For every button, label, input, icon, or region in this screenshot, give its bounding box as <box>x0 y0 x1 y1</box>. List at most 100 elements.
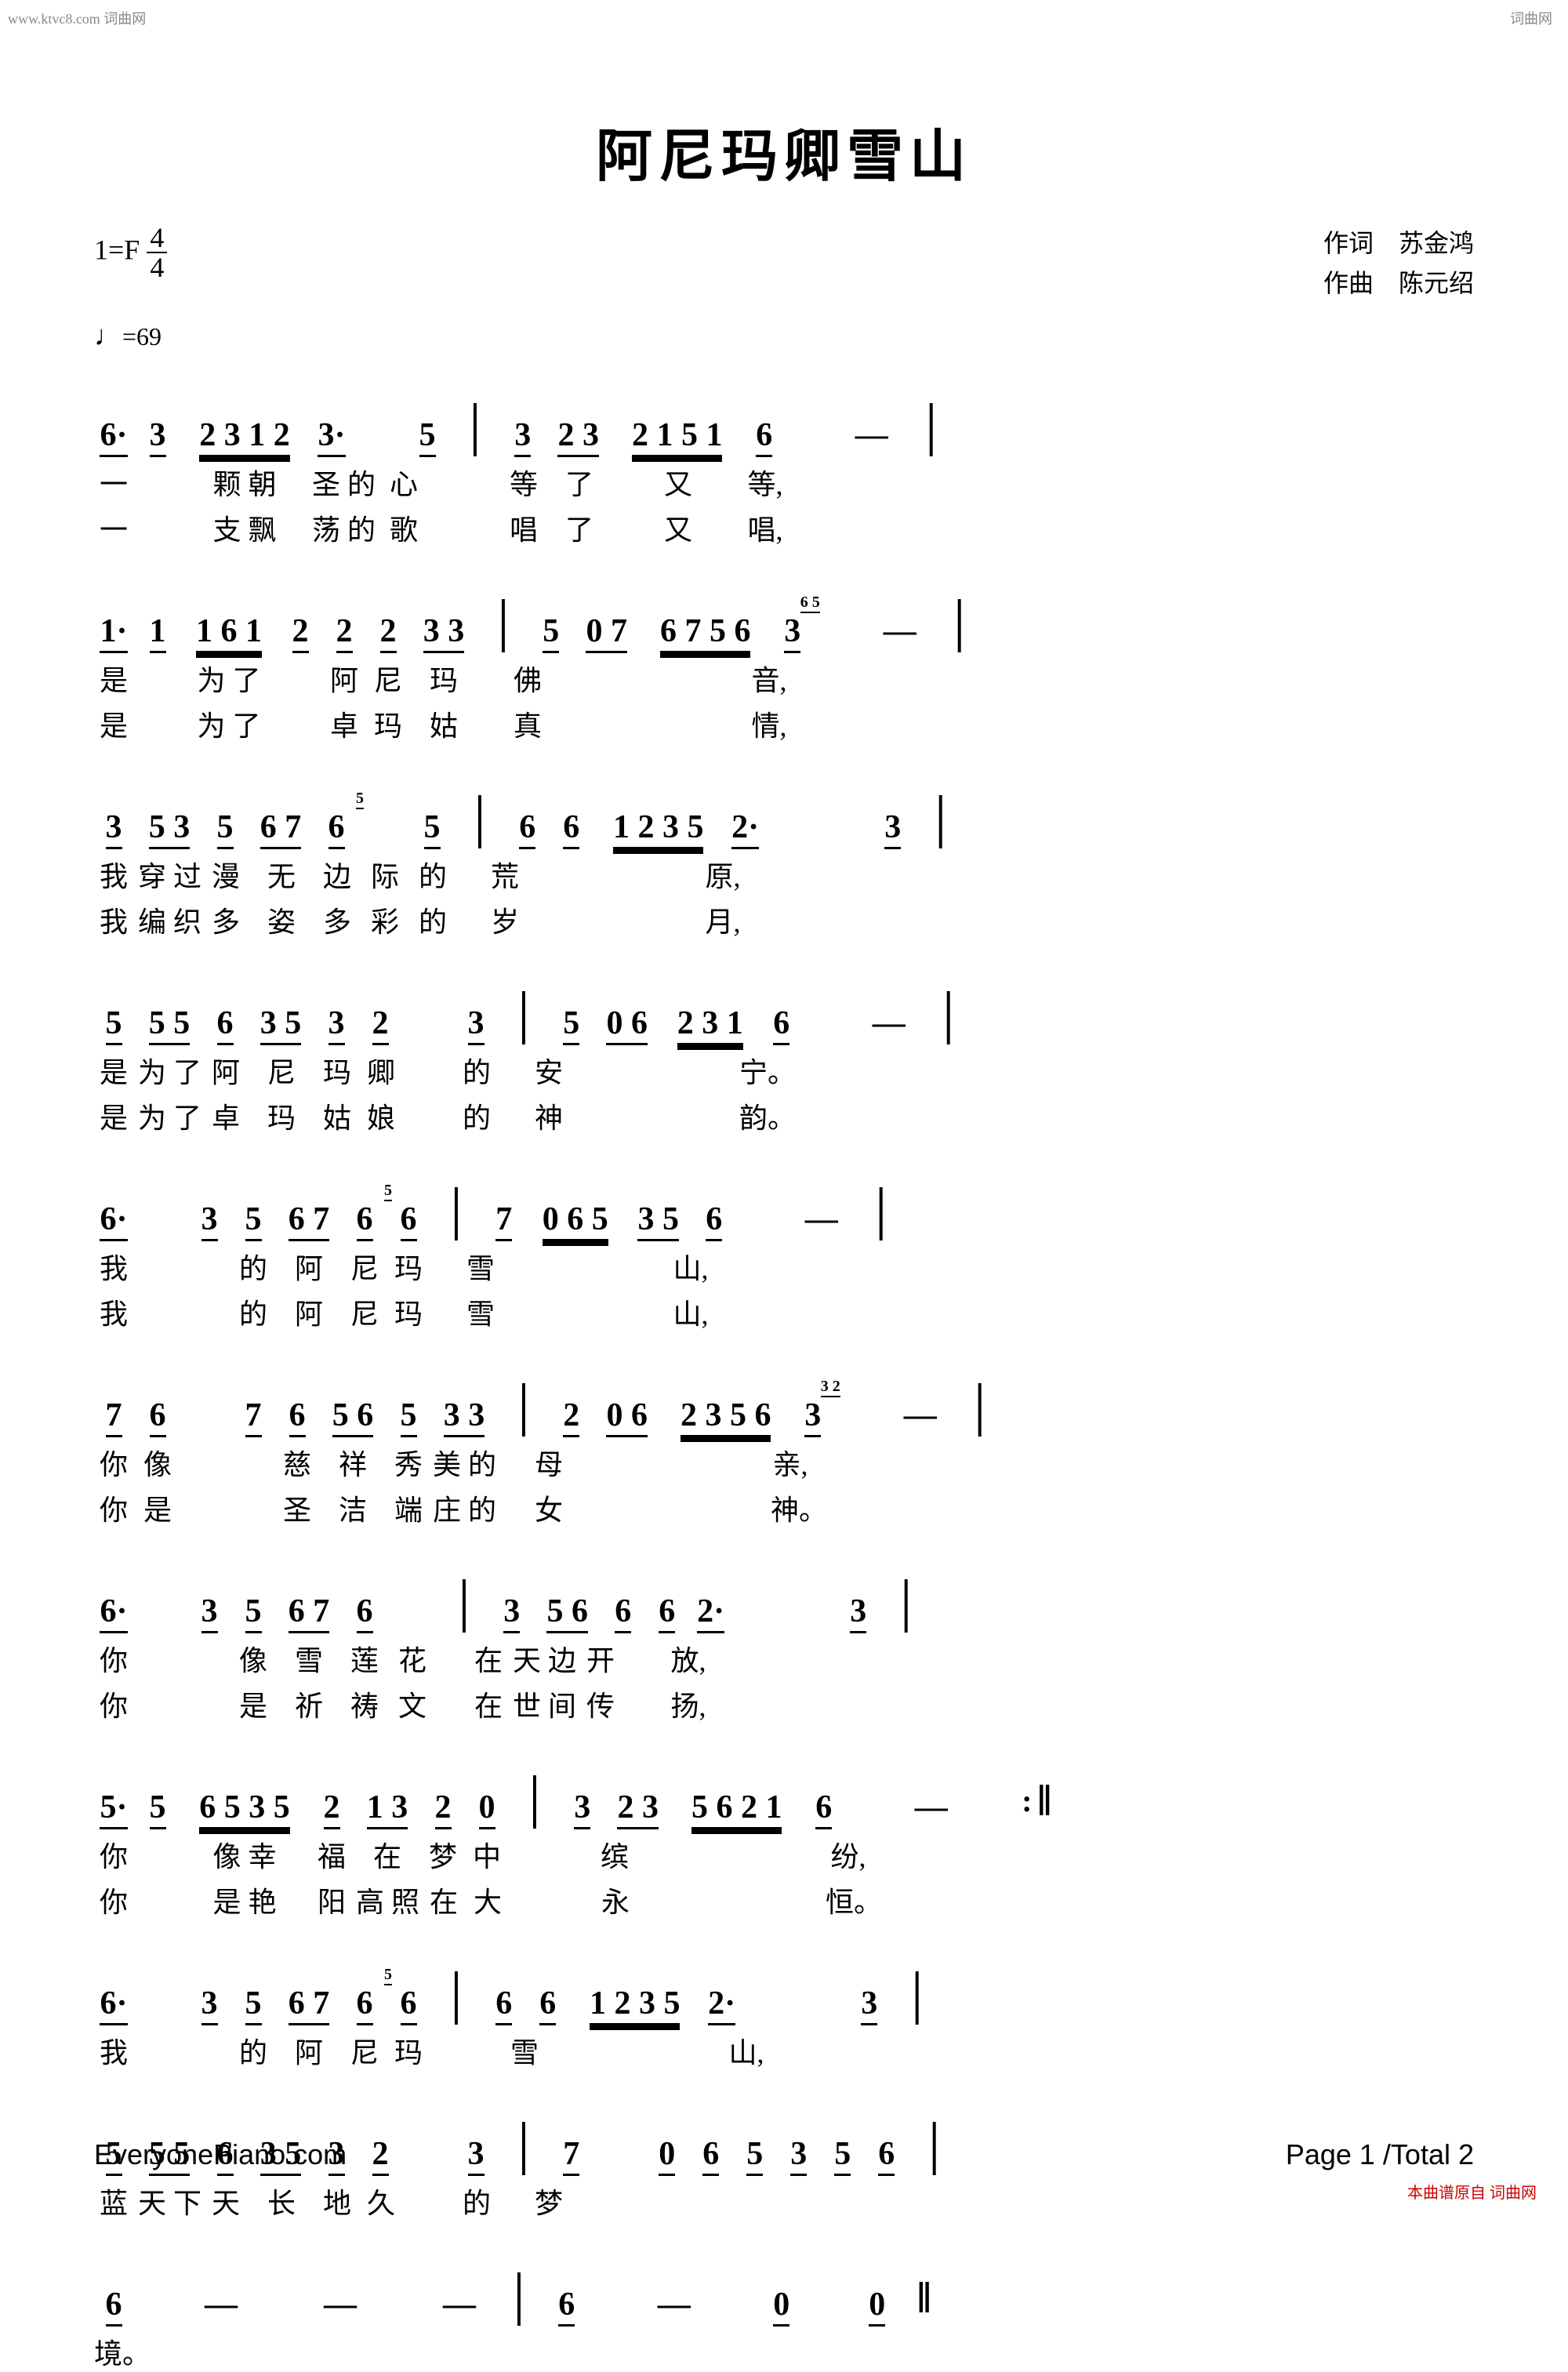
notation-line: 76765 653 3│20 62 3 5 633 2—│ <box>94 1364 1474 1434</box>
lyric-cell: 你 <box>94 1487 133 1528</box>
notation-line: 6·356 7656│661 2 3 52·3│ <box>94 1952 1474 2022</box>
lyric-cell: 慈 <box>278 1442 317 1483</box>
lyric-cell <box>756 2331 795 2372</box>
lyric-cell <box>888 2181 912 2221</box>
lyric-cell <box>138 1291 185 1332</box>
lyric-cell: 中 <box>467 1834 506 1875</box>
notation-line: 55 563 5323│50 62 3 16—│ <box>94 972 1474 1042</box>
watermark-top-left: www.ktvc8.com 词曲网 <box>8 8 146 28</box>
lyric-cell: 尼 <box>345 1246 384 1287</box>
note-cell: 6 7 <box>278 1201 340 1238</box>
lyric-cell: 尼 <box>368 658 408 699</box>
note-cell: 6 7 <box>278 1985 340 2022</box>
note-cell: 0 7 <box>575 612 638 650</box>
lyric-cell <box>944 1834 991 1875</box>
note-cell: 1 6 1 <box>182 612 276 650</box>
lyric-cell <box>433 2030 456 2071</box>
note-cell: 6 <box>508 808 547 846</box>
lyric-cell: 又 <box>615 507 741 548</box>
score-row: 6———│6—00‖境。 <box>94 2253 1474 2372</box>
lyric-cell <box>816 1684 855 1724</box>
lyric-cell <box>895 2331 919 2372</box>
lyric-cell: 雪 <box>505 2030 544 2071</box>
lyric-cell <box>679 2030 718 2071</box>
note-cell: 1· <box>94 612 133 650</box>
barline: │ <box>433 1972 480 2022</box>
lyric-cell: 世 间 <box>513 1684 576 1724</box>
note-cell: 2 1 5 1 <box>615 416 740 454</box>
lyric-cell <box>815 1442 862 1483</box>
note-cell: 3 <box>873 808 913 846</box>
note-cell: 3 <box>94 808 133 846</box>
lyric-cell <box>207 2331 270 2372</box>
lyric-cell <box>713 1684 760 1724</box>
lyric-cell: 卿 <box>361 1050 401 1091</box>
repeat-end-barline: ‖ <box>1019 1776 1058 1826</box>
note-cell: 7 <box>234 1397 273 1434</box>
note-cell: 6· <box>94 1201 133 1238</box>
lyric-cell <box>501 2181 524 2221</box>
barline: │ <box>858 1188 905 1238</box>
lyric-cell <box>281 703 320 744</box>
note-cell: 5 6 <box>321 1397 384 1434</box>
lyric-cell <box>920 1095 943 1136</box>
lyric-cell: 唱, <box>746 507 785 548</box>
note-cell: 2 3 5 6 <box>663 1397 789 1434</box>
lyric-cell <box>138 1246 185 1287</box>
lyric-line: 我编 织多姿多彩的岁月, <box>94 899 1474 940</box>
lyric-cell <box>652 1880 777 1920</box>
lyric-line: 你是 艳阳高 照在大永恒。 <box>94 1880 1474 1920</box>
lyric-cell: 阿 <box>278 2030 340 2071</box>
lyric-cell <box>190 1638 229 1679</box>
lyric-cell: 姿 <box>250 899 313 940</box>
note-cell: 5 6 <box>536 1593 599 1630</box>
lyric-cell: 天 下 <box>138 2181 201 2221</box>
lyric-cell: 月, <box>703 899 742 940</box>
note-cell: 5 <box>234 1593 273 1630</box>
lyric-cell <box>895 854 918 895</box>
note-cell: 0 6 <box>596 1004 659 1042</box>
lyric-line: 一支 飘荡 的歌唱了又唱, <box>94 507 1474 548</box>
lyric-cell: 为 了 <box>182 658 276 699</box>
lyric-cell: 地 <box>318 2181 357 2221</box>
lyric-cell: 圣 <box>278 1487 317 1528</box>
key-prefix: 1=F <box>94 234 140 265</box>
note-cell: 5 5 <box>138 1004 201 1042</box>
lyric-cell <box>182 1487 229 1528</box>
lyric-cell <box>851 899 890 940</box>
lyric-cell: 我 <box>94 899 133 940</box>
lyric-cell <box>845 703 908 744</box>
lyric-cell <box>1034 1880 1081 1920</box>
double-barline: ‖ <box>902 2273 941 2323</box>
lyric-cell: 的 <box>457 1050 496 1091</box>
note-cell: 7 <box>485 1201 524 1238</box>
lyric-cell: 花 <box>389 1638 436 1679</box>
note-cell: 2· <box>726 808 765 846</box>
note-cell: 0 6 5 <box>528 1201 622 1238</box>
lyric-cell <box>887 1880 949 1920</box>
lyric-cell: 祈 <box>278 1684 340 1724</box>
page-footer: EveryonePiano.com Page 1 /Total 2 <box>94 2138 1474 2171</box>
note-cell: 5 <box>138 1789 177 1826</box>
lyric-cell: 我 <box>94 854 133 895</box>
lyric-cell: 尼 <box>345 1291 384 1332</box>
lyric-cell: 姑 <box>412 703 475 744</box>
lyric-cell: 山, <box>723 2030 770 2071</box>
lyric-cell: 在 <box>356 1834 419 1875</box>
lyric-cell: 一 <box>94 507 133 548</box>
lyric-cell: 在 <box>469 1684 508 1724</box>
lyric-line: 一颗 朝圣 的心等了又等, <box>94 462 1474 503</box>
barline: │ <box>500 1384 547 1434</box>
note-cell: 1 <box>138 612 177 650</box>
composer-credit: 作曲 陈元绍 <box>1323 263 1474 303</box>
lyric-cell: 雪 <box>278 1638 340 1679</box>
lyric-cell <box>433 1246 456 1287</box>
lyric-cell <box>573 1487 636 1528</box>
score-row: 55 563 5323│50 62 3 16—│是为 了阿尼玛卿的安宁。是为 了… <box>94 972 1474 1136</box>
lyric-cell: 宁。 <box>739 1050 796 1091</box>
lyric-cell <box>138 658 177 699</box>
lyric-cell: 玛 <box>412 658 475 699</box>
dash-rest: — <box>840 416 903 454</box>
note-cell: 2 <box>361 1004 400 1042</box>
lyric-cell <box>138 2030 185 2071</box>
